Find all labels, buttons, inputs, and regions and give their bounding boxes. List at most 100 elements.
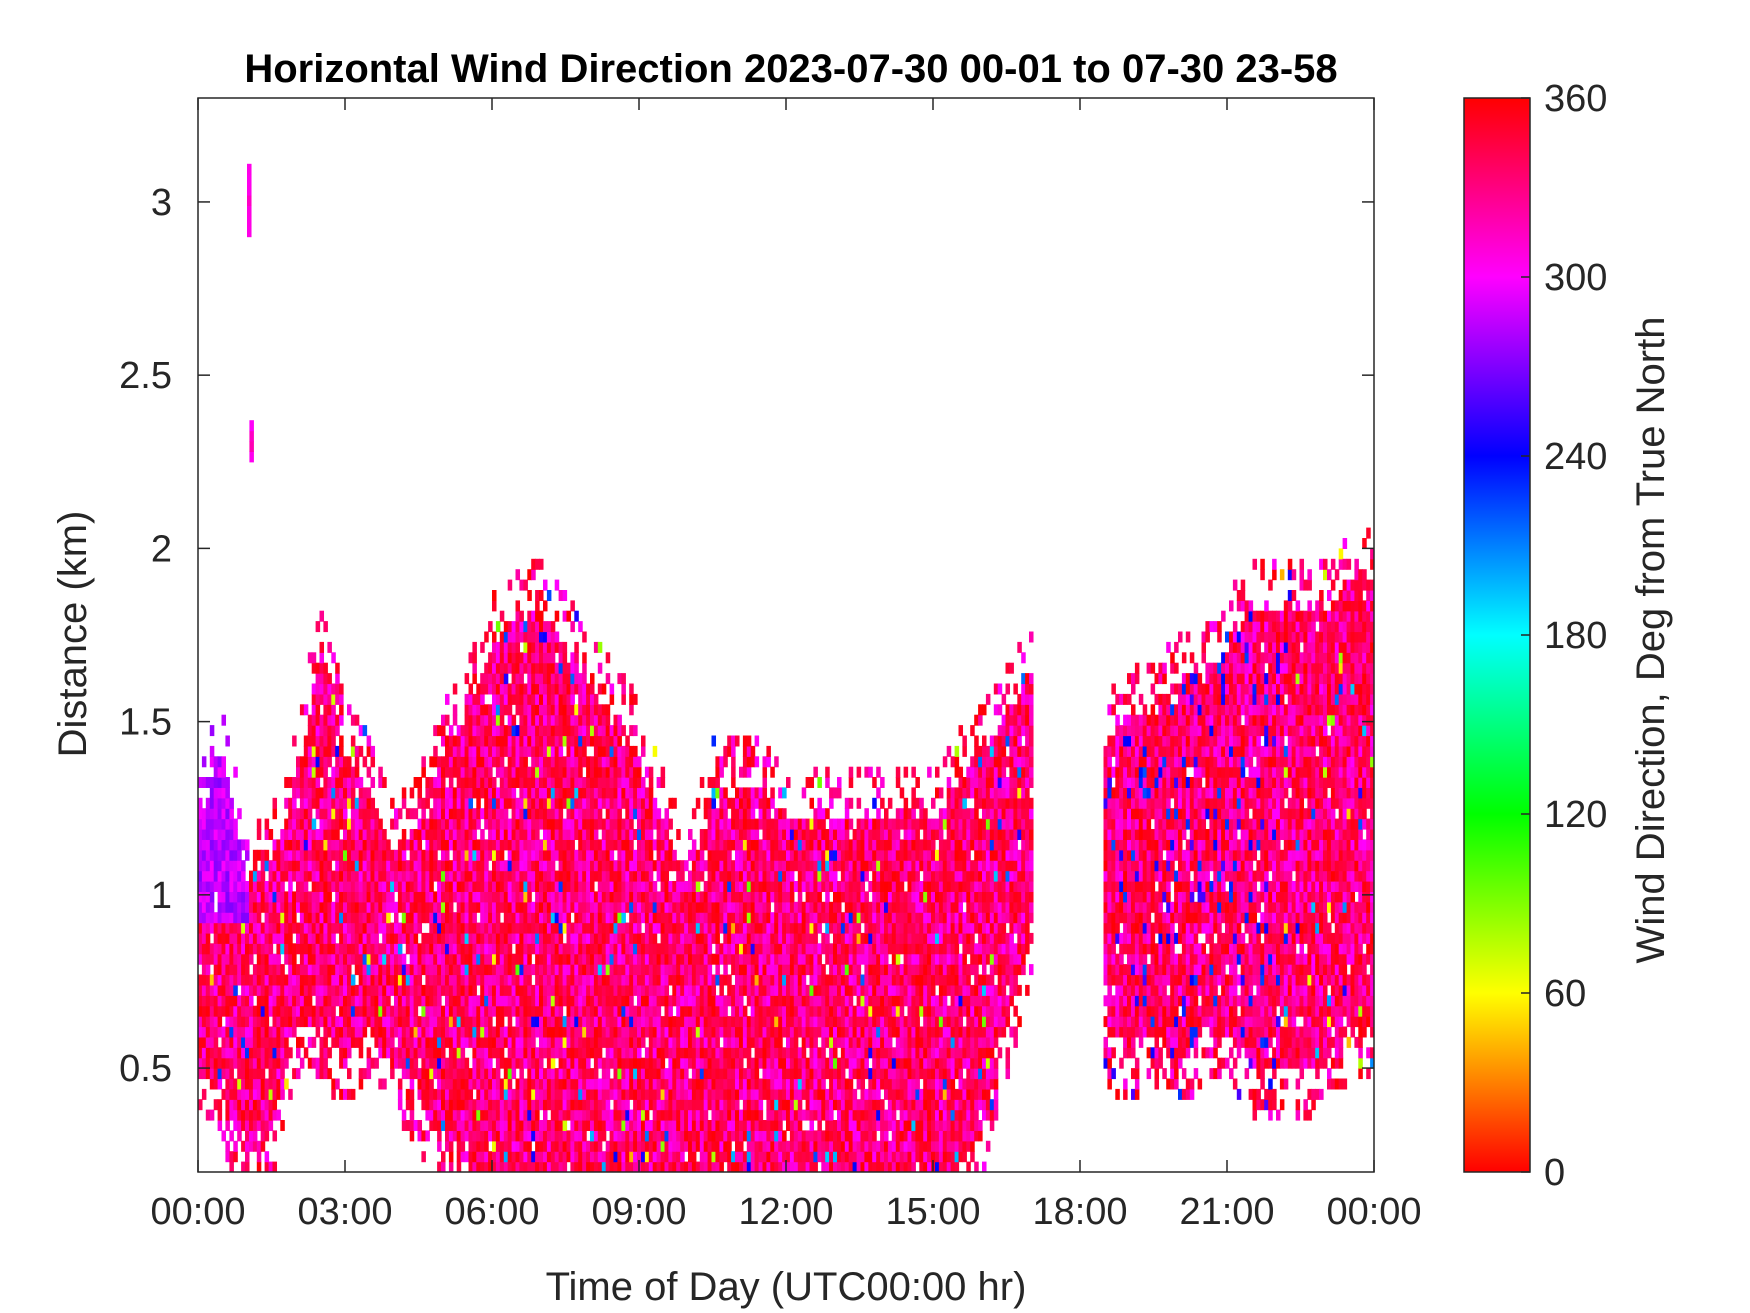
heatmap-cell bbox=[641, 860, 646, 872]
heatmap-cell bbox=[354, 964, 360, 976]
heatmap-cell bbox=[660, 1057, 666, 1069]
heatmap-cell bbox=[425, 974, 430, 986]
heatmap-cell bbox=[570, 870, 575, 882]
heatmap-cell bbox=[550, 1036, 556, 1048]
heatmap-cell bbox=[288, 1026, 293, 1038]
heatmap-cell bbox=[343, 849, 348, 861]
heatmap-cell bbox=[613, 881, 619, 892]
heatmap-cell bbox=[503, 974, 509, 986]
heatmap-cell bbox=[707, 1078, 713, 1090]
heatmap-cell bbox=[292, 818, 297, 830]
heatmap-cell bbox=[499, 777, 505, 788]
heatmap-cell bbox=[629, 995, 634, 1007]
heatmap-cell bbox=[354, 777, 360, 788]
heatmap-cell bbox=[699, 860, 705, 872]
heatmap-cell bbox=[241, 901, 246, 913]
heatmap-cell bbox=[699, 984, 705, 996]
heatmap-cell bbox=[331, 745, 336, 757]
heatmap-cell bbox=[476, 964, 481, 976]
heatmap-cell bbox=[488, 849, 493, 861]
heatmap-cell bbox=[448, 964, 454, 976]
heatmap-cell bbox=[570, 1068, 575, 1080]
heatmap-cell bbox=[586, 818, 591, 830]
heatmap-cell bbox=[656, 849, 662, 861]
heatmap-cell bbox=[519, 1109, 524, 1121]
heatmap-cell bbox=[484, 1057, 489, 1069]
heatmap-cell bbox=[499, 735, 505, 747]
heatmap-cell bbox=[593, 943, 599, 955]
heatmap-cell bbox=[597, 943, 603, 955]
heatmap-cell bbox=[578, 745, 583, 757]
heatmap-cell bbox=[323, 1026, 328, 1038]
heatmap-cell bbox=[437, 1026, 442, 1038]
heatmap-cell bbox=[543, 1005, 548, 1017]
heatmap-cell bbox=[464, 932, 470, 944]
heatmap-cell bbox=[233, 943, 238, 955]
heatmap-cell bbox=[578, 1026, 583, 1038]
heatmap-cell bbox=[484, 714, 489, 726]
heatmap-cell bbox=[315, 974, 321, 986]
heatmap-cell bbox=[241, 912, 246, 924]
heatmap-cell bbox=[331, 714, 336, 726]
heatmap-cell bbox=[546, 1036, 552, 1048]
heatmap-cell bbox=[374, 995, 379, 1007]
heatmap-cell bbox=[323, 683, 328, 695]
heatmap-cell bbox=[205, 922, 211, 934]
heatmap-cell bbox=[249, 912, 254, 924]
heatmap-cell bbox=[484, 1047, 489, 1059]
heatmap-cell bbox=[574, 808, 579, 820]
heatmap-cell bbox=[397, 1016, 403, 1028]
heatmap-cell bbox=[445, 839, 450, 851]
heatmap-cell bbox=[660, 1099, 666, 1111]
heatmap-cell bbox=[617, 1016, 622, 1028]
heatmap-cell bbox=[499, 1016, 505, 1028]
heatmap-cell bbox=[323, 1057, 328, 1069]
heatmap-cell bbox=[296, 891, 301, 903]
heatmap-cell bbox=[531, 829, 536, 840]
heatmap-cell bbox=[405, 912, 411, 924]
heatmap-cell bbox=[276, 922, 281, 934]
heatmap-cell bbox=[397, 953, 403, 965]
heatmap-cell bbox=[213, 912, 219, 924]
heatmap-cell bbox=[323, 1005, 328, 1017]
heatmap-cell bbox=[703, 808, 709, 820]
heatmap-cell bbox=[590, 818, 595, 830]
heatmap-cell bbox=[519, 1078, 524, 1090]
heatmap-cell bbox=[413, 901, 419, 913]
heatmap-cell bbox=[480, 777, 485, 788]
heatmap-cell bbox=[586, 797, 591, 809]
heatmap-cell bbox=[456, 953, 462, 965]
heatmap-cell bbox=[570, 818, 575, 830]
heatmap-cell bbox=[386, 839, 391, 851]
heatmap-cell bbox=[531, 818, 536, 830]
heatmap-cell bbox=[707, 818, 713, 830]
heatmap-cell bbox=[605, 922, 611, 934]
heatmap-cell bbox=[590, 1109, 595, 1121]
heatmap-cell bbox=[378, 1036, 383, 1048]
heatmap-cell bbox=[480, 704, 485, 716]
heatmap-cell bbox=[276, 974, 281, 986]
heatmap-cell bbox=[292, 829, 297, 840]
heatmap-cell bbox=[558, 984, 564, 996]
heatmap-cell bbox=[409, 849, 415, 861]
heatmap-cell bbox=[543, 579, 548, 591]
heatmap-cell bbox=[582, 735, 587, 747]
heatmap-cell bbox=[468, 1109, 474, 1121]
heatmap-cell bbox=[613, 922, 619, 934]
heatmap-cell bbox=[476, 870, 481, 882]
heatmap-cell bbox=[323, 1016, 328, 1028]
heatmap-cell bbox=[699, 1016, 705, 1028]
heatmap-cell bbox=[480, 1161, 485, 1172]
heatmap-cell bbox=[354, 797, 360, 809]
heatmap-cell bbox=[429, 964, 434, 976]
heatmap-cell bbox=[409, 839, 415, 851]
heatmap-cell bbox=[472, 641, 477, 653]
heatmap-cell bbox=[468, 1099, 474, 1111]
heatmap-cell bbox=[656, 860, 662, 872]
heatmap-cell bbox=[499, 860, 505, 872]
heatmap-cell bbox=[699, 1026, 705, 1038]
heatmap-cell bbox=[719, 1047, 724, 1059]
heatmap-cell bbox=[339, 901, 344, 913]
heatmap-cell bbox=[452, 787, 458, 799]
heatmap-cell bbox=[315, 1068, 321, 1080]
